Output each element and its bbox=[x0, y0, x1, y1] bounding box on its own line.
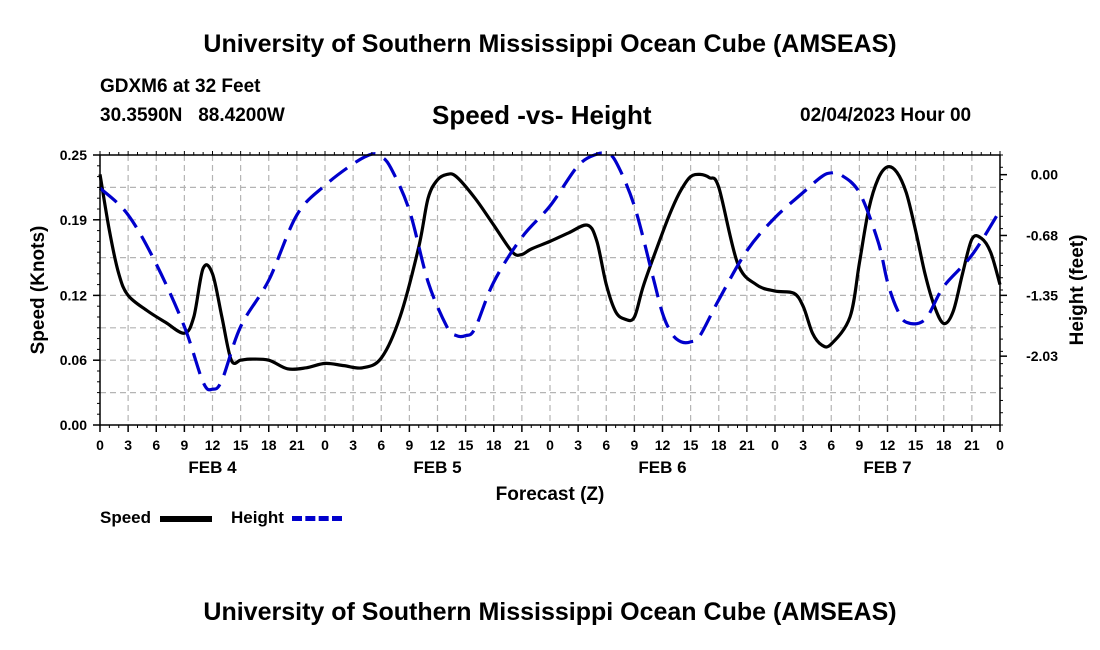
y-tick-label: 0.06 bbox=[60, 352, 87, 368]
x-tick-label: 21 bbox=[964, 437, 980, 453]
x-tick-label: 12 bbox=[430, 437, 446, 453]
x-tick-label: 3 bbox=[574, 437, 582, 453]
day-label: FEB 4 bbox=[188, 458, 237, 477]
speed-series-line bbox=[98, 165, 1002, 371]
x-axis-label: Forecast (Z) bbox=[496, 484, 605, 505]
x-tick-label: 18 bbox=[711, 437, 727, 453]
x-tick-label: 21 bbox=[289, 437, 305, 453]
x-tick-label: 6 bbox=[152, 437, 160, 453]
x-tick-label: 0 bbox=[771, 437, 779, 453]
legend-height-label: Height bbox=[231, 508, 284, 527]
x-tick-label: 0 bbox=[321, 437, 329, 453]
chart-subtitle: Speed -vs- Height bbox=[432, 100, 652, 130]
y-tick-label: 0.00 bbox=[60, 417, 87, 433]
day-label: FEB 6 bbox=[638, 458, 686, 477]
x-tick-label: 15 bbox=[233, 437, 249, 453]
footer-title: University of Southern Mississippi Ocean… bbox=[203, 598, 897, 626]
x-tick-label: 3 bbox=[349, 437, 357, 453]
y-axis-label: Speed (Knots) bbox=[28, 226, 49, 355]
y-tick-label: 0.25 bbox=[60, 147, 87, 163]
x-tick-label: 9 bbox=[180, 437, 188, 453]
x-tick-label: 21 bbox=[739, 437, 755, 453]
coordinates-label: 30.3590N 88.4200W bbox=[100, 105, 285, 126]
y2-tick-label: -2.03 bbox=[1026, 348, 1058, 364]
x-tick-label: 12 bbox=[655, 437, 671, 453]
y2-axis-label: Height (feet) bbox=[1067, 235, 1088, 346]
legend-speed-label: Speed bbox=[100, 508, 152, 527]
x-tick-label: 3 bbox=[799, 437, 807, 453]
y2-tick-label: -1.35 bbox=[1026, 287, 1058, 303]
x-tick-label: 6 bbox=[602, 437, 610, 453]
y-tick-label: 0.12 bbox=[60, 287, 87, 303]
x-tick-label: 15 bbox=[683, 437, 699, 453]
y-tick-label: 0.19 bbox=[60, 212, 87, 228]
x-tick-label: 9 bbox=[630, 437, 638, 453]
x-tick-label: 0 bbox=[546, 437, 554, 453]
forecast-datetime: 02/04/2023 Hour 00 bbox=[800, 105, 972, 126]
x-tick-label: 0 bbox=[96, 437, 104, 453]
x-tick-label: 18 bbox=[261, 437, 277, 453]
station-label: GDXM6 at 32 Feet bbox=[100, 76, 261, 97]
y2-tick-label: 0.00 bbox=[1031, 167, 1058, 183]
x-tick-label: 18 bbox=[486, 437, 502, 453]
x-tick-label: 15 bbox=[908, 437, 924, 453]
x-tick-label: 6 bbox=[377, 437, 385, 453]
x-tick-label: 3 bbox=[124, 437, 132, 453]
x-tick-label: 0 bbox=[996, 437, 1004, 453]
axes: 0 3 6 9 12 15 18 21 0 3 6 9 12 15 18 21 0 3 6 9 12 15 18 21 0 3 6 9… bbox=[60, 147, 1058, 477]
x-tick-label: 9 bbox=[855, 437, 863, 453]
legend-speed-swatch bbox=[160, 516, 212, 522]
day-label: FEB 5 bbox=[413, 458, 461, 477]
x-tick-label: 15 bbox=[458, 437, 474, 453]
x-tick-label: 12 bbox=[880, 437, 896, 453]
x-tick-label: 18 bbox=[936, 437, 952, 453]
x-tick-label: 9 bbox=[405, 437, 413, 453]
day-label: FEB 7 bbox=[863, 458, 911, 477]
legend-height-swatch bbox=[292, 516, 342, 521]
x-tick-label: 21 bbox=[514, 437, 530, 453]
chart-title: University of Southern Mississippi Ocean… bbox=[203, 30, 897, 58]
grid bbox=[100, 155, 1000, 425]
y2-tick-label: -0.68 bbox=[1026, 227, 1058, 243]
x-tick-label: 12 bbox=[205, 437, 221, 453]
x-tick-label: 6 bbox=[827, 437, 835, 453]
